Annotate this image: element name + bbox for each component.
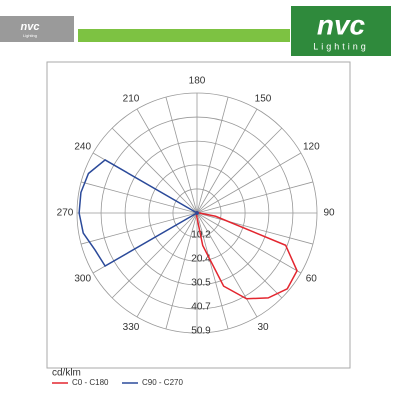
spoke — [196, 212, 229, 330]
spoke — [111, 212, 198, 299]
spoke — [196, 212, 314, 245]
legend-label: C90 - C270 — [142, 378, 183, 387]
angle-tick-label: 330 — [123, 322, 140, 333]
spoke — [111, 127, 198, 214]
ring — [172, 188, 222, 238]
spoke — [80, 212, 198, 245]
radial-tick-label: 20.4 — [191, 254, 211, 265]
ring — [124, 140, 270, 286]
spoke — [196, 181, 314, 214]
plot-frame — [46, 61, 351, 369]
spoke — [80, 181, 198, 214]
ring — [76, 92, 318, 334]
ring — [100, 116, 294, 310]
spoke — [165, 96, 198, 214]
spoke — [196, 127, 283, 214]
small-logo-box — [0, 16, 74, 42]
spoke — [196, 212, 258, 318]
green-bar — [78, 29, 290, 42]
angle-tick-label: 150 — [255, 93, 272, 104]
spoke — [196, 152, 302, 214]
series-line — [78, 159, 199, 268]
spoke — [136, 212, 198, 318]
logo-box — [291, 6, 391, 56]
spoke — [136, 108, 198, 214]
spoke — [196, 108, 258, 214]
angle-tick-label: 90 — [323, 208, 335, 219]
angle-tick-label: 210 — [123, 93, 140, 104]
angle-tick-label: 300 — [74, 274, 91, 285]
angle-tick-label: 240 — [74, 142, 91, 153]
spoke — [165, 212, 198, 330]
angle-tick-label: 60 — [306, 274, 318, 285]
spoke — [196, 96, 229, 214]
angle-tick-label: 270 — [57, 208, 74, 219]
series-line — [195, 211, 298, 300]
radial-tick-label: 40.7 — [191, 302, 211, 313]
small-logo: nvc — [21, 21, 40, 33]
small-logo-sub: Lighting — [23, 33, 37, 38]
logo-sub: Lighting — [313, 41, 369, 51]
spoke — [196, 212, 283, 299]
angle-tick-label: 30 — [257, 322, 269, 333]
logo: nvc — [317, 9, 366, 40]
legend-label: C0 - C180 — [72, 378, 109, 387]
radial-tick-label: 30.5 — [191, 278, 211, 289]
angle-tick-label: 180 — [189, 76, 206, 87]
angle-tick-label: 120 — [303, 142, 320, 153]
ring — [148, 164, 246, 262]
radial-tick-label: 50.9 — [191, 326, 211, 337]
axis-label: cd/klm — [52, 368, 81, 379]
spoke — [196, 212, 302, 274]
